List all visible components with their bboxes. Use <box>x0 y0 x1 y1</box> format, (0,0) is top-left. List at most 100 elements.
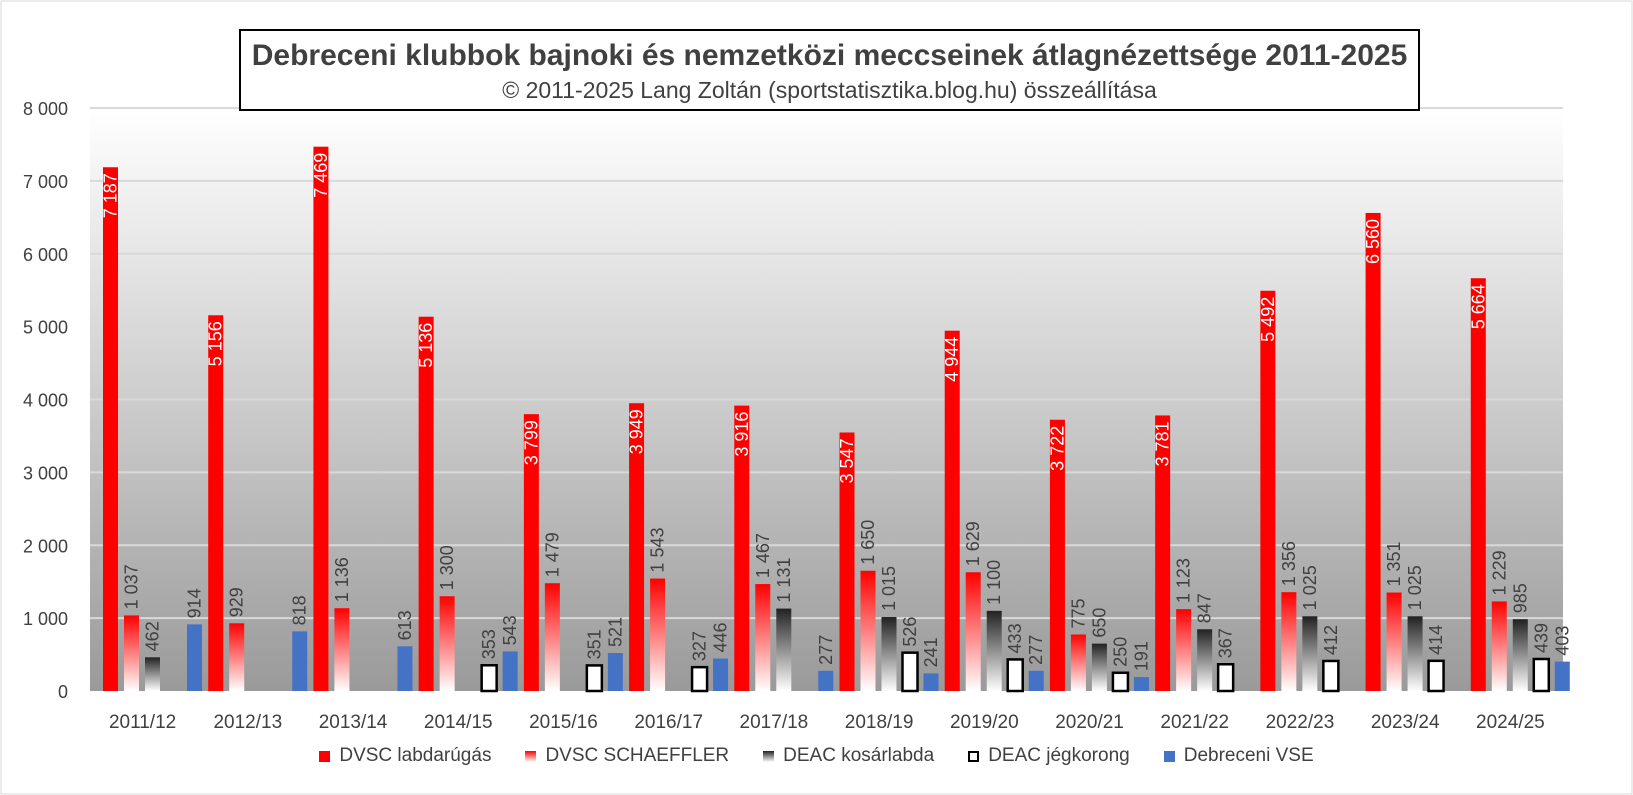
bar <box>1006 658 1024 693</box>
data-label: 403 <box>1552 626 1572 656</box>
bar <box>1491 601 1507 691</box>
bar <box>418 316 434 691</box>
bar <box>944 330 960 691</box>
y-tick-label: 6 000 <box>23 245 68 265</box>
bar <box>229 623 245 691</box>
legend-item-dvsc-labdarugas: DVSC labdarúgás <box>319 745 491 767</box>
bar <box>923 673 939 691</box>
title-box: Debreceni klubbok bajnoki és nemzetközi … <box>239 29 1420 111</box>
data-label: 1 025 <box>1405 565 1425 610</box>
y-tick-label: 3 000 <box>23 463 68 483</box>
data-label: 650 <box>1089 608 1109 638</box>
x-axis-ticks: 2011/12 2012/13 2013/14 2014/15 2015/16 2016/… <box>109 712 1545 733</box>
data-label: 521 <box>605 617 625 647</box>
bar <box>901 651 919 693</box>
data-label: 1 015 <box>879 566 899 611</box>
data-label: 351 <box>584 629 604 659</box>
bar <box>1554 661 1570 691</box>
data-label: 462 <box>143 621 163 651</box>
bar <box>1155 415 1171 691</box>
data-label: 7 469 <box>311 153 331 198</box>
bar <box>755 584 771 691</box>
data-label: 1 123 <box>1174 558 1194 603</box>
bar <box>818 670 834 691</box>
data-label: 433 <box>1005 623 1025 653</box>
x-tick-label: 2013/14 <box>319 712 388 733</box>
chart-subtitle: © 2011-2025 Lang Zoltán (sportstatisztik… <box>502 77 1157 103</box>
data-label: 412 <box>1321 625 1341 655</box>
legend-item-deac-kosarlabda: DEAC kosárlabda <box>763 745 934 767</box>
chart-title: Debreceni klubbok bajnoki és nemzetközi … <box>251 39 1408 72</box>
bar <box>1512 619 1528 691</box>
x-tick-label: 2011/12 <box>109 712 176 733</box>
data-label: 3 799 <box>521 420 541 465</box>
data-label: 414 <box>1426 625 1446 655</box>
data-label: 3 949 <box>627 409 647 454</box>
bar <box>860 570 876 691</box>
bar <box>103 167 118 691</box>
data-label: 613 <box>395 610 415 640</box>
legend-item-deac-jegkorong: DEAC jégkorong <box>968 745 1130 767</box>
legend-label: DEAC kosárlabda <box>783 745 935 766</box>
y-tick-label: 4 000 <box>23 391 68 411</box>
x-tick-label: 2015/16 <box>529 712 598 733</box>
data-label: 5 664 <box>1468 284 1488 329</box>
bar <box>734 405 750 691</box>
x-tick-label: 2021/22 <box>1160 712 1229 733</box>
data-label: 6 560 <box>1363 219 1383 264</box>
data-label: 985 <box>1510 583 1530 613</box>
bar <box>839 432 855 691</box>
bar <box>1386 592 1402 691</box>
data-label: 191 <box>1131 641 1151 671</box>
y-tick-label: 8 000 <box>23 99 68 119</box>
data-label: 277 <box>1026 635 1046 665</box>
data-label: 1 037 <box>122 564 142 609</box>
bar <box>439 596 455 691</box>
data-label: 3 781 <box>1153 421 1173 466</box>
x-tick-label: 2012/13 <box>213 712 282 733</box>
bars <box>103 146 1570 693</box>
bar <box>292 631 308 691</box>
bar <box>881 617 897 691</box>
y-axis-ticks: 0 1 000 2 000 3 000 4 000 5 000 6 000 7 000 8 00… <box>23 99 68 702</box>
data-label: 277 <box>816 635 836 665</box>
data-label: 4 944 <box>942 337 962 382</box>
bar <box>965 572 981 691</box>
bar <box>1197 629 1213 691</box>
data-label: 1 479 <box>542 532 562 577</box>
data-label: 5 136 <box>416 323 436 368</box>
data-label: 1 543 <box>648 528 668 573</box>
legend-swatch <box>1163 750 1175 762</box>
data-label: 543 <box>500 615 520 645</box>
legend-label: DVSC SCHAEFFLER <box>545 745 730 766</box>
legend-swatch <box>763 750 775 762</box>
y-tick-label: 0 <box>58 682 68 702</box>
data-label: 327 <box>690 631 710 661</box>
bar <box>1322 659 1340 693</box>
y-tick-label: 2 000 <box>23 536 68 556</box>
y-tick-label: 5 000 <box>23 318 68 338</box>
legend-swatch <box>968 750 980 762</box>
x-tick-label: 2023/24 <box>1371 712 1440 733</box>
bar <box>502 651 518 691</box>
bar <box>1302 616 1318 691</box>
bar <box>1281 592 1297 691</box>
data-label: 3 916 <box>732 412 752 457</box>
data-label: 1 650 <box>858 520 878 565</box>
data-label: 3 547 <box>837 439 857 484</box>
data-label: 1 136 <box>332 557 352 602</box>
legend: DVSC labdarúgás DVSC SCHAEFFLER DEAC kos… <box>0 745 1633 767</box>
bar <box>313 146 329 691</box>
bar <box>124 615 139 691</box>
x-tick-label: 2022/23 <box>1266 712 1335 733</box>
data-label: 1 300 <box>437 545 457 590</box>
data-label: 1 629 <box>963 521 983 566</box>
data-label: 929 <box>227 587 247 617</box>
x-tick-label: 2014/15 <box>424 712 493 733</box>
data-label: 526 <box>900 617 920 647</box>
bar <box>145 657 160 691</box>
bar <box>690 665 709 693</box>
data-label: 5 492 <box>1258 297 1278 342</box>
data-label: 1 131 <box>774 558 794 603</box>
